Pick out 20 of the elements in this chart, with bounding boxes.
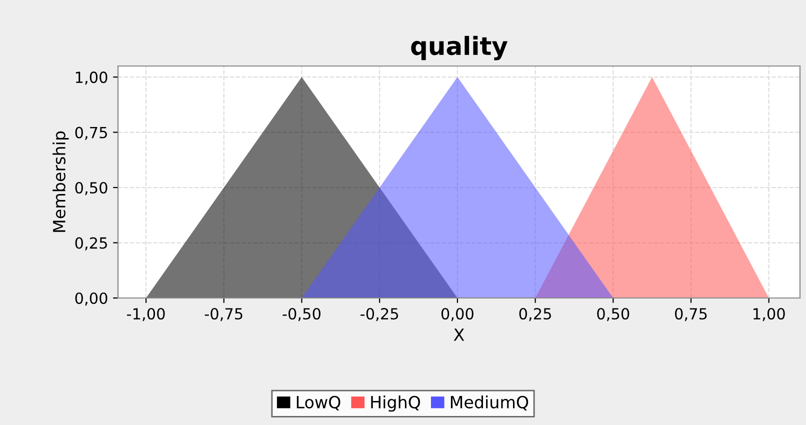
legend-label: HighQ (371, 396, 420, 412)
x-tick-label: 0,25 (519, 308, 551, 322)
y-tick-label: 0,50 (75, 182, 108, 196)
x-tick-label: -1,00 (127, 308, 165, 322)
y-tick-label: 0,25 (75, 237, 107, 250)
y-tick-label: 0,00 (75, 292, 108, 306)
x-axis-title: X (454, 328, 464, 341)
x-tick-label: 0,50 (597, 308, 630, 322)
legend-label: LowQ (296, 396, 340, 410)
x-tick-label: 1,00 (754, 308, 785, 322)
legend-label: MediumQ (450, 396, 528, 410)
x-tick-label: -0,50 (282, 308, 320, 322)
x-tick-label: 0,75 (675, 308, 707, 322)
y-tick-label: 1,00 (76, 72, 108, 85)
x-tick-label: -0,25 (360, 308, 398, 322)
chart-title: quality (411, 36, 508, 60)
x-tick-label: -0,75 (204, 308, 242, 322)
x-tick-label: 0,00 (441, 308, 474, 322)
y-axis-title: Membership (52, 131, 69, 232)
y-tick-label: 0,75 (75, 126, 107, 140)
